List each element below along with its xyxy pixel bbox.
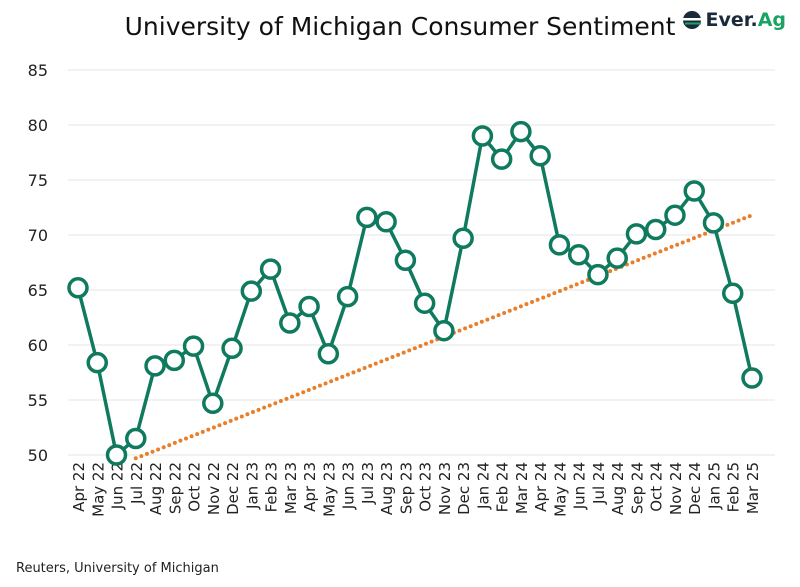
x-tick-label: May 22: [89, 462, 107, 517]
data-point: [317, 343, 340, 365]
logo-text: Ever.: [705, 9, 758, 31]
x-tick-label: Mar 23: [282, 462, 300, 514]
y-tick-label: 80: [28, 116, 48, 135]
chart-title: University of Michigan Consumer Sentimen…: [124, 12, 676, 41]
x-tick-label: Dec 23: [455, 462, 473, 515]
data-point: [664, 204, 686, 226]
data-point: [587, 263, 609, 286]
x-tick-label: Sep 24: [628, 462, 646, 514]
x-tick-label: Apr 23: [301, 462, 319, 512]
data-point: [529, 145, 551, 167]
x-tick-label: Feb 24: [494, 462, 512, 512]
data-point: [741, 367, 763, 389]
x-tick-label: Oct 23: [417, 462, 435, 512]
data-point: [202, 392, 224, 415]
x-tick-label: Jul 23: [359, 462, 377, 505]
x-tick-label: Dec 24: [686, 462, 704, 515]
data-point: [259, 258, 282, 280]
x-tick-label: Jan 25: [705, 462, 723, 510]
x-tick-label: Dec 22: [224, 462, 242, 515]
y-tick-label: 60: [28, 336, 48, 355]
x-tick-label: Feb 23: [263, 462, 281, 512]
x-tick-label: Jan 24: [474, 462, 492, 510]
x-tick-label: Jun 22: [109, 462, 127, 510]
data-point: [510, 120, 532, 143]
data-point: [182, 335, 205, 357]
x-tick-label: Sep 23: [397, 462, 415, 514]
x-tick-label: May 24: [551, 462, 569, 517]
source-note: Reuters, University of Michigan: [16, 561, 219, 576]
x-tick-label: Mar 25: [744, 462, 762, 514]
x-tick-label: Nov 23: [436, 462, 454, 515]
data-point: [375, 211, 397, 233]
data-point: [298, 295, 320, 318]
data-point: [606, 247, 628, 269]
y-tick-label: 70: [28, 226, 48, 245]
x-tick-label: Aug 22: [147, 462, 165, 515]
x-tick-label: Jun 24: [571, 462, 589, 510]
ever-ag-logo: Ever. Ag: [681, 9, 786, 31]
data-point: [683, 180, 705, 202]
x-tick-label: Feb 25: [725, 462, 743, 512]
data-point: [221, 337, 243, 360]
data-point: [644, 218, 667, 241]
y-tick-label: 55: [28, 391, 48, 410]
x-tick-label: Oct 24: [648, 462, 666, 512]
x-tick-label: Mar 24: [513, 462, 531, 514]
data-point: [86, 351, 109, 374]
data-point: [433, 319, 455, 342]
x-tick-label: Nov 22: [205, 462, 223, 515]
y-tick-label: 85: [28, 61, 48, 80]
x-tick-label: Apr 24: [532, 462, 550, 512]
logo-mark-icon: [682, 11, 701, 29]
x-tick-label: Jun 23: [340, 462, 358, 510]
data-point: [144, 355, 166, 377]
data-point: [471, 125, 494, 147]
data-point: [336, 285, 359, 308]
data-point: [125, 427, 147, 450]
data-point: [702, 212, 725, 234]
logo-text-accent: Ag: [757, 9, 786, 31]
data-point: [567, 244, 590, 266]
data-point: [67, 277, 89, 299]
data-point: [452, 227, 474, 250]
data-point: [279, 312, 301, 334]
data-point: [490, 148, 513, 170]
y-tick-label: 75: [28, 171, 48, 190]
data-point: [413, 292, 436, 314]
y-tick-label: 50: [28, 446, 48, 465]
x-tick-label: Aug 23: [378, 462, 396, 515]
data-point: [356, 206, 378, 229]
x-tick-label: Oct 22: [186, 462, 204, 512]
x-tick-label: Aug 24: [609, 462, 627, 515]
data-point: [163, 349, 186, 372]
y-tick-label: 65: [28, 281, 48, 300]
data-point: [394, 249, 417, 272]
data-point: [721, 282, 744, 305]
x-tick-label: Sep 22: [166, 462, 184, 514]
x-tick-label: Nov 24: [667, 462, 685, 515]
x-tick-label: Jan 23: [243, 462, 261, 510]
data-point: [548, 234, 571, 256]
data-point: [105, 444, 128, 466]
x-tick-label: Jul 22: [128, 462, 146, 505]
x-tick-label: Jul 24: [590, 462, 608, 505]
x-tick-label: May 23: [320, 462, 338, 517]
x-tick-label: Apr 22: [70, 462, 88, 512]
data-point: [625, 223, 648, 245]
data-point: [240, 280, 263, 302]
